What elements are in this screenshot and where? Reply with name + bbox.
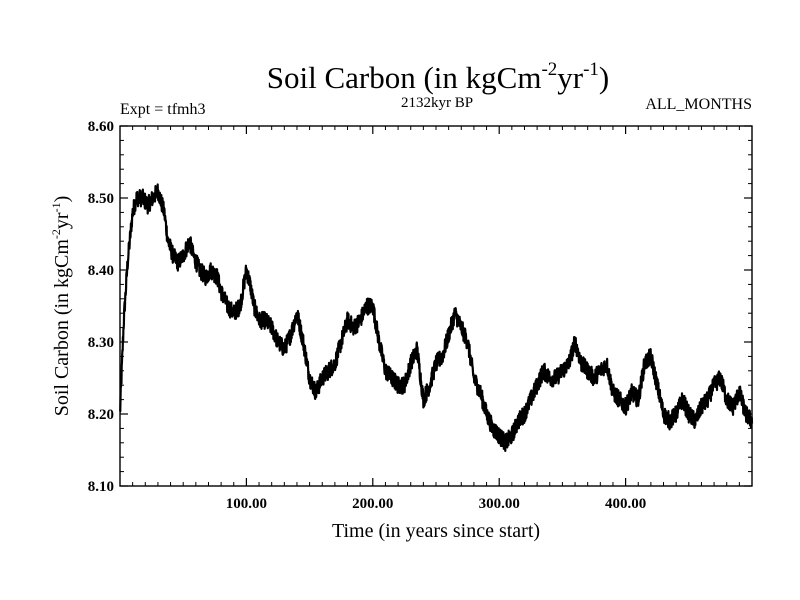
y-axis-label-exponent-2: -1 bbox=[49, 202, 63, 212]
x-tick-label: 400.00 bbox=[605, 496, 646, 512]
series-line-soil-carbon bbox=[119, 183, 754, 453]
subtitle-left: Expt = tfmh3 bbox=[120, 101, 205, 118]
y-tick-label: 8.30 bbox=[88, 335, 114, 351]
x-axis-ticks: 100.00 200.00 300.00 400.00 bbox=[132, 126, 740, 512]
subtitle-center: 2132kyr BP bbox=[401, 95, 473, 111]
chart-title-exponent-2: -1 bbox=[583, 59, 599, 80]
chart-title: Soil Carbon (in kgCm-2yr-1) bbox=[267, 59, 610, 95]
chart-title-main: Soil Carbon (in kgCm bbox=[267, 60, 542, 95]
plot-frame bbox=[119, 125, 753, 487]
y-axis-label-close: ) bbox=[51, 196, 73, 203]
y-axis-ticks: 8.10 8.20 8.30 8.40 8.50 8.60 bbox=[88, 119, 752, 495]
x-tick-label: 100.00 bbox=[226, 496, 267, 512]
y-tick-label: 8.10 bbox=[88, 479, 114, 495]
x-tick-label: 200.00 bbox=[352, 496, 393, 512]
y-tick-label: 8.20 bbox=[88, 407, 114, 423]
subtitle-right: ALL_MONTHS bbox=[645, 96, 752, 113]
y-tick-label: 8.40 bbox=[88, 263, 114, 279]
x-tick-label: 300.00 bbox=[479, 496, 520, 512]
x-axis-label: Time (in years since start) bbox=[332, 520, 540, 542]
chart-title-close: ) bbox=[599, 60, 609, 95]
y-axis-label-mid: yr bbox=[51, 212, 73, 229]
y-tick-label: 8.50 bbox=[88, 191, 114, 207]
y-axis-label: Soil Carbon (in kgCm-2yr-1) bbox=[49, 196, 73, 417]
chart-title-exponent-1: -2 bbox=[541, 59, 557, 80]
chart-title-mid: yr bbox=[557, 60, 584, 95]
y-tick-label: 8.60 bbox=[88, 119, 114, 135]
y-axis-label-exponent-1: -2 bbox=[49, 229, 63, 239]
y-axis-label-main: Soil Carbon (in kgCm bbox=[51, 239, 73, 417]
